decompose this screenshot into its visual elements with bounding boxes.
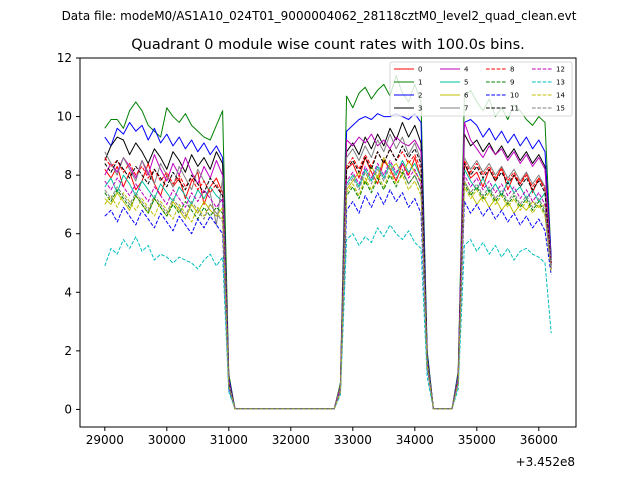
legend-label-5: 5 — [464, 79, 468, 87]
series-group — [104, 75, 552, 410]
legend-label-7: 7 — [464, 105, 468, 113]
legend-label-13: 13 — [556, 79, 565, 87]
x-tick-label: 36000 — [520, 433, 558, 447]
legend-label-9: 9 — [510, 79, 514, 87]
figure-suptitle: Data file: modeM0/AS1A10_024T01_90000040… — [62, 9, 577, 23]
y-tick-label: 0 — [64, 402, 72, 416]
legend-label-11: 11 — [510, 105, 519, 113]
legend-label-14: 14 — [556, 92, 565, 100]
series-line-15 — [104, 165, 552, 410]
legend-label-0: 0 — [418, 66, 422, 74]
series-line-10 — [104, 189, 552, 410]
plot-frame — [79, 57, 577, 428]
y-tick-label: 12 — [57, 51, 72, 65]
x-offset-label: +3.452e8 — [516, 455, 575, 469]
x-tick-label: 30000 — [148, 433, 186, 447]
y-tick-label: 10 — [57, 110, 72, 124]
y-tick-label: 4 — [64, 285, 72, 299]
legend-label-3: 3 — [418, 105, 422, 113]
x-tick-label: 29000 — [86, 433, 124, 447]
x-tick-label: 34000 — [396, 433, 434, 447]
series-line-14 — [104, 171, 552, 410]
plot-area: 29000 30000 31000 32000 33000 34000 35000 36000… — [57, 51, 577, 447]
legend-label-15: 15 — [556, 105, 565, 113]
x-tick-label: 32000 — [272, 433, 310, 447]
legend-label-10: 10 — [510, 92, 519, 100]
legend-label-8: 8 — [510, 66, 514, 74]
y-tick-label: 2 — [64, 344, 72, 358]
x-tick-label: 35000 — [458, 433, 496, 447]
legend-label-1: 1 — [418, 79, 422, 87]
legend-label-4: 4 — [464, 66, 469, 74]
legend-box — [389, 61, 573, 117]
legend-label-6: 6 — [464, 92, 469, 100]
y-tick-label: 6 — [64, 227, 72, 241]
y-tick-label: 8 — [64, 168, 72, 182]
x-tick-label: 33000 — [334, 433, 372, 447]
legend-label-2: 2 — [418, 92, 422, 100]
chart-title: Quadrant 0 module wise count rates with … — [131, 37, 525, 53]
x-tick-label: 31000 — [210, 433, 248, 447]
legend-label-12: 12 — [556, 66, 565, 74]
